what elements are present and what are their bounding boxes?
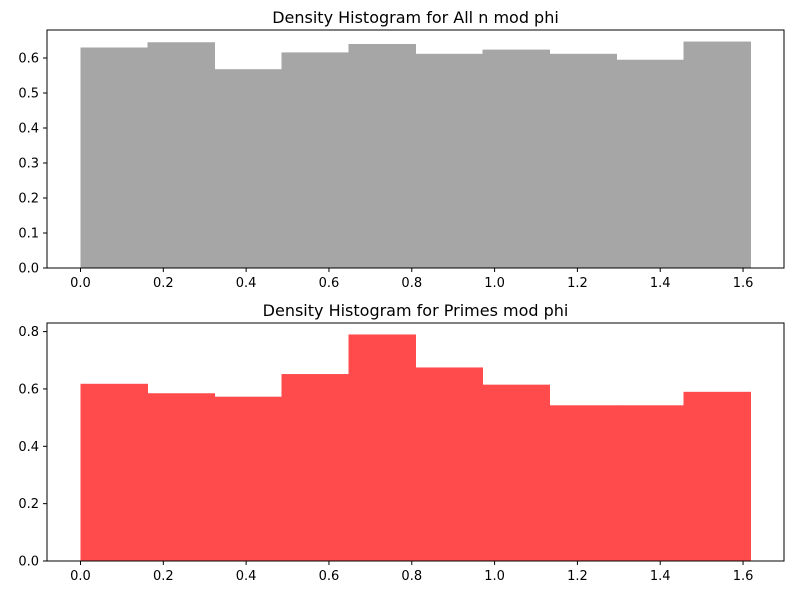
bottom-histogram-bar [80, 383, 148, 561]
top-x-tick-label: 0.8 [401, 276, 422, 291]
top-x-tick-label: 1.2 [567, 276, 588, 291]
top-x-tick-label: 0.6 [319, 276, 340, 291]
top-x-tick-label: 1.6 [733, 276, 754, 291]
top-histogram-bar [281, 52, 349, 269]
bottom-x-tick-label: 0.0 [70, 569, 91, 584]
bottom-x-tick-label: 1.0 [484, 569, 505, 584]
top-histogram-bar [683, 41, 751, 268]
top-histogram-bar [214, 69, 282, 268]
bottom-x-tick-label: 1.2 [567, 569, 588, 584]
top-axes-frame [46, 29, 785, 269]
bottom-x-tick-label: 0.4 [236, 569, 257, 584]
bottom-y-tick-label: 0.8 [18, 325, 39, 340]
bottom-histogram-bar [549, 405, 617, 561]
bottom-x-tick-label: 0.6 [319, 569, 340, 584]
bottom-histogram-bar [482, 384, 550, 561]
bottom-y-tick-label: 0.4 [18, 440, 39, 455]
top-histogram-bar [549, 53, 617, 268]
top-x-tick-label: 0.4 [236, 276, 257, 291]
top-y-tick-label: 0.1 [18, 227, 39, 242]
top-histogram-bar [147, 42, 215, 268]
top-x-tick-label: 0.0 [70, 276, 91, 291]
bottom-x-tick-label: 0.8 [401, 569, 422, 584]
bottom-histogram-bar [415, 367, 483, 561]
top-y-tick-label: 0.0 [18, 262, 39, 277]
bottom-x-tick-label: 0.2 [153, 569, 174, 584]
bottom-y-tick-label: 0.0 [18, 555, 39, 570]
top-x-tick-label: 0.2 [153, 276, 174, 291]
top-histogram-bar [616, 59, 684, 268]
top-x-tick-label: 1.4 [650, 276, 671, 291]
bottom-x-tick-label: 1.4 [650, 569, 671, 584]
bottom-histogram-plot: 0.0 0.2 0.4 0.6 0.8 1.0 1.2 1.4 1.6 0.0 0.2 0.4 0.6 0… [18, 301, 785, 584]
top-x-tick-label: 1.0 [484, 276, 505, 291]
bottom-x-tick-label: 1.6 [733, 569, 754, 584]
top-histogram-bar [415, 53, 483, 268]
bottom-histogram-bar [348, 334, 416, 561]
bottom-histogram-bar [147, 393, 215, 561]
top-y-tick-label: 0.2 [18, 192, 39, 207]
bottom-histogram-bar [616, 405, 684, 561]
bottom-histogram-bar [281, 374, 349, 561]
bottom-axes-frame [46, 322, 785, 562]
bottom-histogram-bar [214, 396, 282, 561]
top-histogram-plot: 0.0 0.2 0.4 0.6 0.8 1.0 1.2 1.4 1.6 0.0 0.1 0.2 0.3 0… [18, 8, 785, 291]
top-y-tick-label: 0.3 [18, 157, 39, 172]
top-histogram-bar [482, 49, 550, 268]
bottom-y-tick-label: 0.6 [18, 382, 39, 397]
top-chart-title: Density Histogram for All n mod phi [272, 8, 559, 27]
top-histogram-bar [80, 47, 148, 268]
top-y-tick-label: 0.4 [18, 122, 39, 137]
top-y-tick-label: 0.5 [18, 87, 39, 102]
top-y-tick-label: 0.6 [18, 52, 39, 67]
top-histogram-bar [348, 44, 416, 268]
bottom-histogram-bar [683, 391, 751, 561]
bottom-chart-title: Density Histogram for Primes mod phi [263, 301, 569, 320]
bottom-y-tick-label: 0.2 [18, 497, 39, 512]
